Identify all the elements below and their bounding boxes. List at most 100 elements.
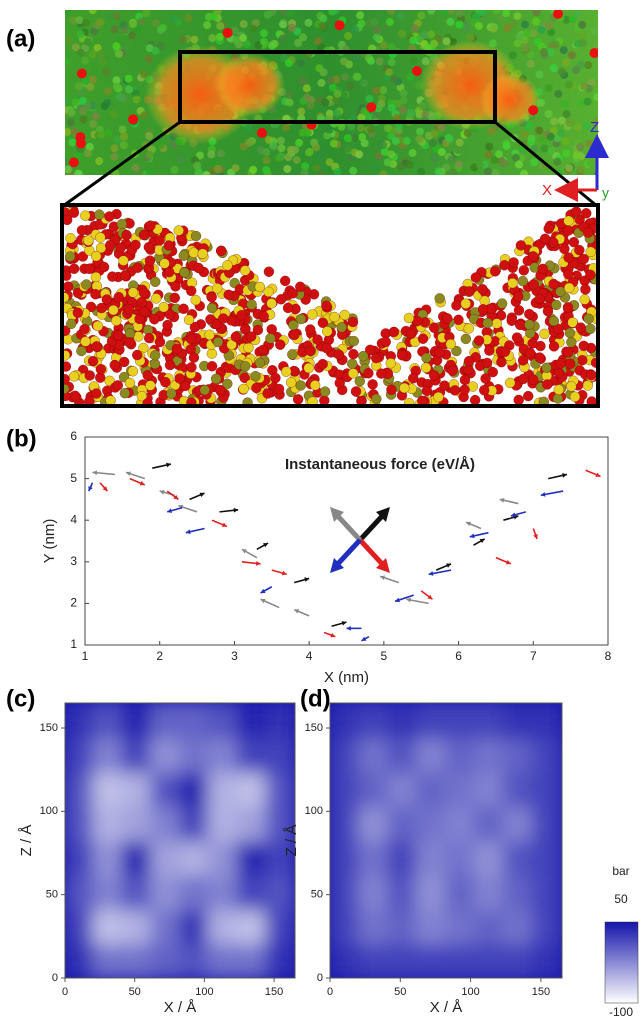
atom <box>387 43 396 52</box>
atom <box>490 266 501 277</box>
atom <box>455 10 464 18</box>
atom <box>332 109 341 118</box>
heatmap-cell <box>358 736 389 773</box>
arrow-head <box>281 570 287 576</box>
heatmap-cell <box>65 736 95 773</box>
atom <box>285 91 294 100</box>
atom <box>86 82 95 91</box>
atom <box>559 243 570 255</box>
atom <box>572 151 581 160</box>
heatmap-cell <box>445 805 476 842</box>
x-tick-label: 50 <box>394 986 406 998</box>
heatmap-cell <box>92 873 124 911</box>
atom <box>98 261 110 273</box>
heatmap-cell <box>387 873 418 911</box>
atom <box>109 359 120 371</box>
atom <box>88 50 97 59</box>
atom <box>142 398 153 404</box>
atom <box>206 348 217 359</box>
atom <box>156 42 165 51</box>
force-arrow <box>585 469 601 478</box>
atom <box>286 377 297 388</box>
atom <box>411 24 420 33</box>
atom <box>231 164 240 173</box>
arrow-head <box>199 492 205 498</box>
atom <box>262 388 273 399</box>
atom <box>349 113 358 122</box>
atom <box>94 209 105 220</box>
atom <box>399 96 408 105</box>
atom <box>554 89 563 98</box>
atom <box>65 36 74 45</box>
arrow-head <box>540 492 546 497</box>
atom <box>178 303 189 314</box>
x-tick-label: 8 <box>605 649 612 663</box>
atom <box>333 89 342 98</box>
atom <box>275 339 286 350</box>
atom <box>503 24 512 33</box>
atom <box>569 391 581 402</box>
atom <box>370 352 382 364</box>
y-tick-label: 5 <box>70 471 77 485</box>
atom <box>124 377 136 389</box>
atom <box>511 153 520 162</box>
atom <box>296 59 305 68</box>
atom <box>184 14 193 23</box>
atom <box>442 313 453 324</box>
heatmap-cell <box>474 770 505 808</box>
atom <box>375 57 384 66</box>
heatmap-cell <box>65 942 95 978</box>
atom <box>193 262 204 274</box>
atom <box>370 17 379 26</box>
force-arrow <box>331 620 347 628</box>
atom <box>565 118 574 127</box>
heatmap-cell <box>445 873 476 911</box>
atom <box>164 359 176 371</box>
heatmap-cell <box>150 736 181 773</box>
atom <box>266 324 277 335</box>
force-arrow <box>241 548 258 559</box>
atom <box>508 51 517 60</box>
atom <box>222 27 233 38</box>
atom <box>581 208 592 219</box>
atom <box>563 215 574 226</box>
force-arrow <box>88 482 94 492</box>
atom <box>71 98 80 107</box>
atom <box>540 144 549 153</box>
atom <box>380 147 389 156</box>
atom <box>295 281 306 292</box>
atom <box>334 20 345 31</box>
atom <box>208 34 217 43</box>
atom <box>171 343 183 354</box>
atom <box>568 14 577 23</box>
atom <box>539 233 551 244</box>
atom <box>96 130 105 139</box>
y-tick-label: 2 <box>70 596 77 610</box>
heatmap-cell <box>330 839 360 876</box>
atom <box>72 287 84 299</box>
atom <box>446 10 455 15</box>
atom <box>143 241 154 253</box>
atom <box>81 56 90 65</box>
arrow-head <box>304 577 310 582</box>
atom <box>88 75 97 84</box>
atom <box>557 116 566 125</box>
heatmap-cell <box>265 908 295 945</box>
atom <box>131 89 140 98</box>
atom <box>254 357 266 369</box>
atom <box>145 150 154 159</box>
atom <box>553 10 564 19</box>
arrow-head <box>466 521 472 527</box>
atom <box>115 242 126 253</box>
atom <box>166 388 177 399</box>
atom <box>372 26 381 35</box>
atom <box>68 157 79 168</box>
atom <box>104 211 115 222</box>
heatmap-cell <box>330 873 360 911</box>
atom <box>95 232 106 243</box>
atom <box>584 61 593 70</box>
atom <box>185 333 197 345</box>
atom <box>212 336 224 348</box>
atom <box>239 372 250 384</box>
atom <box>326 76 335 85</box>
